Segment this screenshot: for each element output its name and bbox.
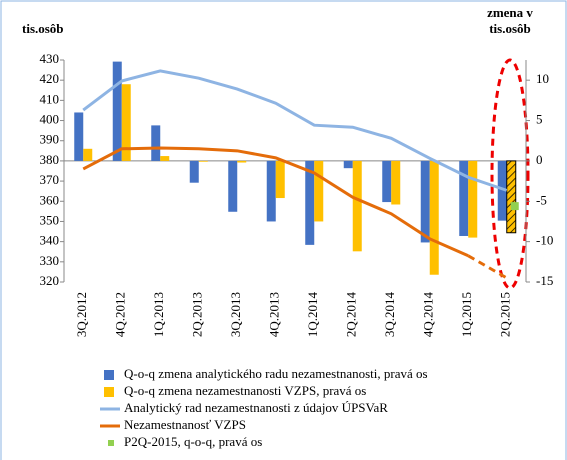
bar <box>189 160 199 183</box>
y-tick-label: 430 <box>40 51 60 66</box>
x-tick-label: 4Q.2012 <box>113 292 128 337</box>
bar <box>121 84 131 161</box>
y-tick-label: 370 <box>40 172 60 187</box>
y2-tick-label: 5 <box>536 112 543 127</box>
y-tick-label: 350 <box>40 212 60 227</box>
bar <box>160 156 170 161</box>
x-tick-label: 1Q.2013 <box>151 292 166 337</box>
bar <box>497 160 507 221</box>
y2-tick-label: -5 <box>536 192 547 207</box>
bar <box>275 160 285 199</box>
x-tick-label: 2Q.2015 <box>498 292 513 337</box>
y-tick-label: 330 <box>40 253 60 268</box>
y2-axis-label: tis.osôb <box>489 21 531 36</box>
bar <box>429 160 439 275</box>
y-tick-label: 320 <box>40 273 60 288</box>
y-tick-label: 360 <box>40 192 60 207</box>
x-tick-label: 3Q.2013 <box>228 292 243 337</box>
y-tick-label: 380 <box>40 152 60 167</box>
y2-tick-label: -10 <box>536 233 553 248</box>
bar <box>266 160 276 222</box>
y-tick-label: 390 <box>40 132 60 147</box>
legend-label: Q-o-q zmena analytického radu nezamestna… <box>124 366 428 381</box>
bar <box>382 160 392 203</box>
x-tick-label: 4Q.2013 <box>267 292 282 337</box>
y2-tick-label: 0 <box>536 152 543 167</box>
legend-label: Analytický rad nezamestnanosti z údajov … <box>124 400 388 415</box>
line <box>82 69 508 192</box>
x-tick-label: 4Q.2014 <box>421 292 436 338</box>
x-tick-label: 1Q.2015 <box>459 292 474 337</box>
y2-tick-label: 10 <box>536 71 549 86</box>
bar <box>352 160 362 252</box>
bar <box>305 160 315 245</box>
legend-swatch <box>104 370 114 380</box>
y2-axis-label: zmena v <box>487 5 533 20</box>
legend-swatch <box>108 440 114 446</box>
bar <box>420 160 430 243</box>
y-tick-label: 420 <box>40 71 60 86</box>
x-tick-label: 3Q.2014 <box>382 292 397 338</box>
bar <box>314 160 324 222</box>
legend-label: Nezamestnanosť VZPS <box>124 417 246 432</box>
x-tick-label: 2Q.2013 <box>190 292 205 337</box>
highlight <box>490 58 530 290</box>
bar <box>151 125 161 161</box>
bar <box>112 61 122 161</box>
bar <box>228 160 238 212</box>
bar <box>468 160 478 238</box>
y-axis-label: tis.osôb <box>22 21 64 36</box>
bar <box>343 160 353 169</box>
x-tick-label: 2Q.2014 <box>344 292 359 338</box>
line <box>82 146 469 258</box>
bar <box>83 148 93 161</box>
line-dashed <box>467 254 508 280</box>
bar <box>459 160 469 236</box>
bar <box>506 160 517 234</box>
bar <box>237 160 247 163</box>
y-tick-label: 400 <box>40 112 60 127</box>
x-tick-label: 1Q.2014 <box>305 292 320 338</box>
y-tick-label: 410 <box>40 91 60 106</box>
y2-tick-label: -15 <box>536 273 553 288</box>
bar <box>198 160 208 162</box>
x-tick-label: 3Q.2012 <box>74 292 89 337</box>
point <box>510 202 519 211</box>
legend-label: P2Q-2015, q-o-q, pravá os <box>124 434 262 449</box>
bar <box>74 112 84 161</box>
legend-label: Q-o-q zmena nezamestnanosti VZPS, pravá … <box>124 383 366 398</box>
y-tick-label: 340 <box>40 233 60 248</box>
bar <box>391 160 401 205</box>
legend-swatch <box>104 387 114 397</box>
